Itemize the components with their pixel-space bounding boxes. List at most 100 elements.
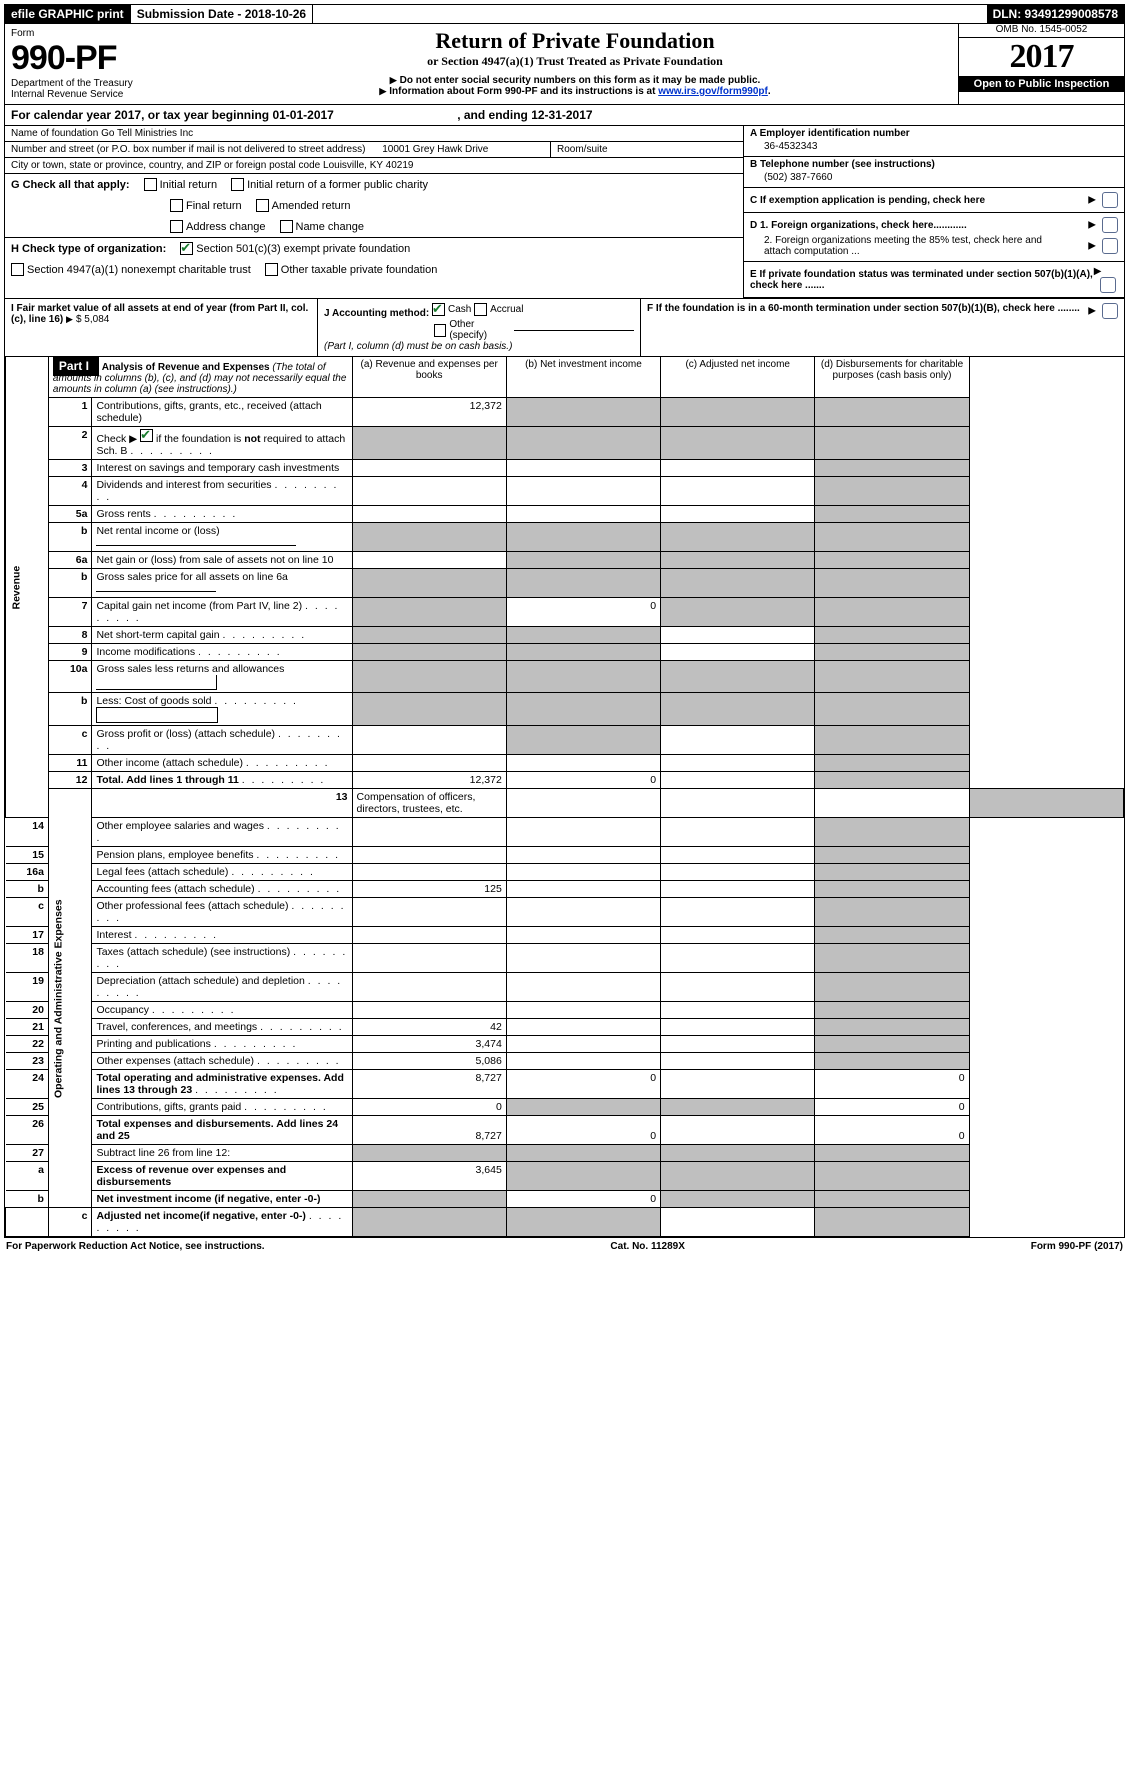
chk-sch-b[interactable] [140,429,153,442]
city-state-zip: Louisville, KY 40219 [323,160,413,171]
row-16c: cOther professional fees (attach schedul… [6,898,1124,927]
row-7: 7Capital gain net income (from Part IV, … [6,598,1124,627]
row-5b: bNet rental income or (loss) [6,523,1124,552]
phone-row: B Telephone number (see instructions) (5… [744,157,1124,188]
warn-ssn: Do not enter social security numbers on … [400,75,761,86]
chk-501c3[interactable]: Section 501(c)(3) exempt private foundat… [180,242,410,255]
form-left: Form 990-PF Department of the Treasury I… [5,24,192,104]
col-a-hdr: (a) Revenue and expenses per books [352,357,506,398]
chk-d2[interactable] [1102,238,1118,254]
e-label: E If private foundation status was termi… [750,269,1093,291]
row-6b: bGross sales price for all assets on lin… [6,569,1124,598]
row-27: 27Subtract line 26 from line 12: [6,1145,1124,1162]
chk-e[interactable] [1100,277,1116,293]
e-section: E If private foundation status was termi… [744,262,1124,298]
chk-d1[interactable] [1102,217,1118,233]
g-label: G Check all that apply: [11,179,130,191]
row-1: 1Contributions, gifts, grants, etc., rec… [6,398,1124,427]
row-27c: cAdjusted net income(if negative, enter … [6,1208,1124,1237]
row-23: 23Other expenses (attach schedule) 5,086 [6,1053,1124,1070]
form-header: Form 990-PF Department of the Treasury I… [5,24,1124,105]
chk-c[interactable] [1102,192,1118,208]
ein-value: 36-4532343 [750,139,1118,154]
h-label: H Check type of organization: [11,243,166,255]
top-bar: efile GRAPHIC print Submission Date - 20… [5,5,1124,24]
part1-table: Revenue Part I Analysis of Revenue and E… [5,357,1124,1237]
row-2: 2Check ▶ if the foundation is not requir… [6,427,1124,460]
cal-begin: 01-01-2017 [272,108,333,122]
chk-address-change[interactable]: Address change [170,220,266,233]
page-footer: For Paperwork Reduction Act Notice, see … [4,1238,1125,1255]
open-public: Open to Public Inspection [959,76,1124,92]
row-5a: 5aGross rents [6,506,1124,523]
chk-final-return[interactable]: Final return [170,199,242,212]
j-label: J Accounting method: [324,308,429,319]
phone-label: B Telephone number (see instructions) [750,159,1118,170]
form-container: efile GRAPHIC print Submission Date - 20… [4,4,1125,1238]
form-word: Form [11,28,34,39]
top-spacer [313,5,986,23]
col-b-hdr: (b) Net investment income [506,357,660,398]
paperwork-notice: For Paperwork Reduction Act Notice, see … [6,1241,265,1252]
chk-f[interactable] [1102,303,1118,319]
chk-initial-return[interactable]: Initial return [144,178,217,191]
f-label: F If the foundation is in a 60-month ter… [647,303,1080,314]
row-26: 26Total expenses and disbursements. Add … [6,1116,1124,1145]
calendar-year-line: For calendar year 2017, or tax year begi… [5,105,1124,126]
room-suite: Room/suite [550,142,743,157]
irs-link[interactable]: www.irs.gov/form990pf [658,86,768,97]
cal-pre: For calendar year 2017, or tax year begi… [11,108,272,122]
side-revenue: Revenue [6,357,49,818]
row-17: 17Interest [6,927,1124,944]
efile-print-btn[interactable]: efile GRAPHIC print [5,5,130,23]
i-label: I Fair market value of all assets at end… [11,303,308,325]
chk-cash[interactable]: Cash [432,303,471,316]
row-6a: 6aNet gain or (loss) from sale of assets… [6,552,1124,569]
omb-number: OMB No. 1545-0052 [959,24,1124,38]
form-ref: Form 990-PF (2017) [1031,1241,1123,1252]
chk-accrual[interactable]: Accrual [474,303,523,316]
chk-initial-former[interactable]: Initial return of a former public charit… [231,178,428,191]
chk-name-change[interactable]: Name change [280,220,365,233]
row-15: 15Pension plans, employee benefits [6,847,1124,864]
chk-amended-return[interactable]: Amended return [256,199,351,212]
form-subtitle: or Section 4947(a)(1) Trust Treated as P… [198,54,952,69]
name-label: Name of foundation [11,128,98,139]
identification-block: Name of foundation Go Tell Ministries In… [5,126,1124,298]
cal-mid: , and ending [457,108,531,122]
id-left: Name of foundation Go Tell Ministries In… [5,126,743,298]
foundation-name: Go Tell Ministries Inc [101,128,193,139]
row-10c: cGross profit or (loss) (attach schedule… [6,726,1124,755]
h-section: H Check type of organization: Section 50… [5,237,743,280]
row-22: 22Printing and publications 3,474 [6,1036,1124,1053]
c-section: C If exemption application is pending, c… [744,188,1124,213]
chk-other-taxable[interactable]: Other taxable private foundation [265,263,438,276]
dept-treasury: Department of the Treasury Internal Reve… [11,78,133,100]
addr-label: Number and street (or P.O. box number if… [11,144,365,155]
part1-title: Analysis of Revenue and Expenses [102,362,270,373]
street-address: 10001 Grey Hawk Drive [368,144,488,155]
row-25: 25Contributions, gifts, grants paid 00 [6,1099,1124,1116]
i-cell: I Fair market value of all assets at end… [5,299,317,356]
side-expenses: Operating and Administrative Expenses [48,789,92,1208]
c-label: C If exemption application is pending, c… [750,195,985,206]
row-10b: bLess: Cost of goods sold [6,693,1124,726]
g-section: G Check all that apply: Initial return I… [5,174,743,237]
row-14: 14Other employee salaries and wages [6,818,1124,847]
chk-4947a1[interactable]: Section 4947(a)(1) nonexempt charitable … [11,263,251,276]
form-title-block: Return of Private Foundation or Section … [192,24,958,104]
chk-other-method[interactable]: Other (specify) [434,319,634,341]
cat-no: Cat. No. 11289X [610,1241,684,1252]
row-12: 12Total. Add lines 1 through 11 12,3720 [6,772,1124,789]
row-19: 19Depreciation (attach schedule) and dep… [6,973,1124,1002]
row-27b: bNet investment income (if negative, ent… [6,1191,1124,1208]
form-right: OMB No. 1545-0052 2017 Open to Public In… [958,24,1124,104]
ein-row: A Employer identification number 36-4532… [744,126,1124,157]
row-24: 24Total operating and administrative exp… [6,1070,1124,1099]
row-4: 4Dividends and interest from securities [6,477,1124,506]
tax-year: 2017 [959,38,1124,76]
j-cell: J Accounting method: Cash Accrual Other … [317,299,640,356]
row-3: 3Interest on savings and temporary cash … [6,460,1124,477]
row-27a: aExcess of revenue over expenses and dis… [6,1162,1124,1191]
d1-label: D 1. Foreign organizations, check here..… [750,220,967,231]
